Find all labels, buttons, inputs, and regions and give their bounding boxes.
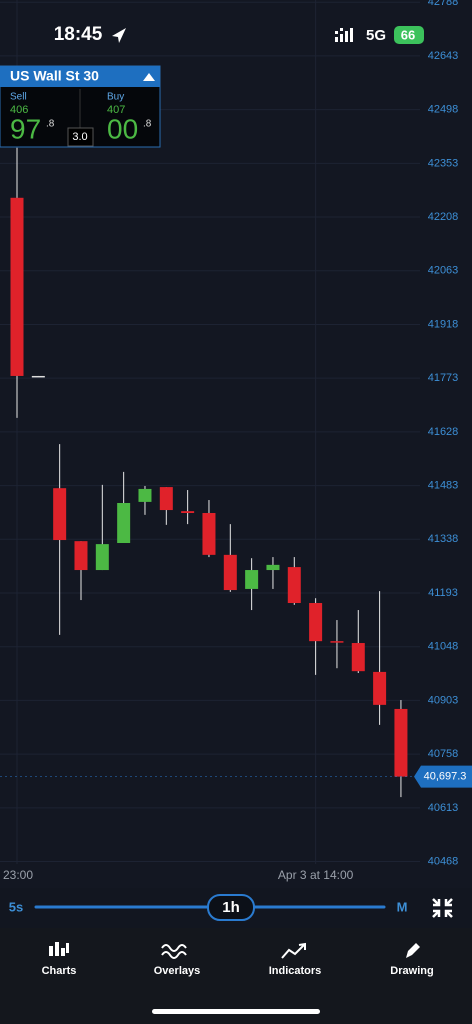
signal-icon — [335, 28, 353, 42]
buy-frac: .8 — [143, 119, 152, 130]
sell-big: 97 — [10, 113, 41, 144]
candle-body — [202, 513, 216, 555]
charts-icon — [49, 942, 69, 956]
spread: 3.0 — [72, 131, 87, 143]
battery-level: 66 — [401, 27, 415, 42]
x-tick-label: Apr 3 at 14:00 — [278, 868, 354, 882]
candle-body — [181, 511, 195, 514]
candle-body — [31, 375, 45, 378]
y-tick-label: 40903 — [428, 694, 459, 706]
y-tick-label: 41193 — [428, 587, 458, 599]
timeframe-thumb[interactable] — [207, 894, 255, 921]
location-icon — [112, 28, 126, 43]
candle-body — [10, 197, 24, 376]
drawing-icon — [406, 943, 420, 958]
y-tick-label: 42063 — [428, 265, 459, 277]
y-tick-label: 41773 — [428, 372, 459, 384]
toolbar-button[interactable]: Indicators — [269, 965, 322, 977]
y-tick-label: 40613 — [428, 802, 459, 814]
buy-label: Buy — [107, 92, 124, 103]
toolbar-button[interactable]: Overlays — [154, 965, 200, 977]
indicators-icon — [281, 942, 306, 959]
y-tick-label: 42643 — [428, 50, 459, 62]
timeframe-max[interactable]: M — [397, 899, 408, 914]
y-tick-label: 40468 — [428, 855, 459, 867]
spread-box — [67, 127, 94, 147]
clock: 18:45 — [54, 24, 103, 45]
ticker-panel[interactable]: US Wall St 30 Sell 406 97 .8 3.0 Buy 407… — [0, 65, 161, 148]
y-tick-label: 42208 — [428, 211, 459, 223]
x-tick-label: 23:00 — [3, 868, 33, 882]
y-tick-label: 42788 — [428, 0, 459, 8]
y-tick-label: 41628 — [428, 426, 459, 438]
candle-body — [309, 603, 323, 642]
candle-body — [138, 488, 152, 502]
home-indicator — [152, 1009, 320, 1014]
candle-body — [287, 567, 301, 604]
chart: 42788 42643 42498 42353 42208 42063 41918 41773… — [0, 0, 472, 882]
candle-body — [159, 487, 173, 511]
toolbar-button[interactable]: Drawing — [390, 965, 433, 977]
candle-body — [74, 541, 88, 571]
candle-body — [223, 554, 237, 591]
toolbar-button[interactable]: Charts — [42, 965, 77, 977]
candle-body — [394, 708, 408, 777]
candle-body — [95, 544, 109, 571]
network: 5G — [366, 27, 386, 44]
y-tick-label: 41918 — [428, 318, 459, 330]
sell-small: 406 — [10, 104, 28, 116]
candle-body — [117, 503, 131, 544]
buy-big: 00 — [107, 113, 138, 144]
fullscreen-icon[interactable] — [432, 898, 453, 918]
timeframe-min[interactable]: 5s — [9, 899, 23, 914]
candle-body — [53, 488, 67, 541]
y-tick-label: 41048 — [428, 641, 459, 653]
toolbar — [0, 928, 472, 1024]
y-tick-label: 42498 — [428, 104, 459, 116]
sell-frac: .8 — [46, 119, 55, 130]
timeframe-current: 1h — [222, 899, 240, 916]
buy-small: 407 — [107, 104, 125, 116]
last-price-tag — [414, 765, 472, 788]
ticker-name: US Wall St 30 — [10, 68, 99, 84]
candle-body — [373, 671, 387, 705]
last-price-label: 40,697.3 — [424, 771, 467, 783]
sell-label: Sell — [10, 92, 27, 103]
collapse-icon — [143, 73, 155, 81]
chart-background — [0, 0, 472, 888]
battery — [394, 26, 424, 44]
ticker-header — [0, 66, 160, 87]
overlays-icon — [161, 944, 187, 959]
candle-body — [266, 564, 280, 571]
y-tick-label: 42353 — [428, 157, 459, 169]
candle-body — [330, 641, 344, 643]
candle-body — [351, 643, 365, 672]
candle-body — [245, 570, 259, 589]
y-tick-label: 41483 — [428, 480, 459, 492]
y-tick-label: 40758 — [428, 748, 459, 760]
y-tick-label: 41338 — [428, 533, 459, 545]
